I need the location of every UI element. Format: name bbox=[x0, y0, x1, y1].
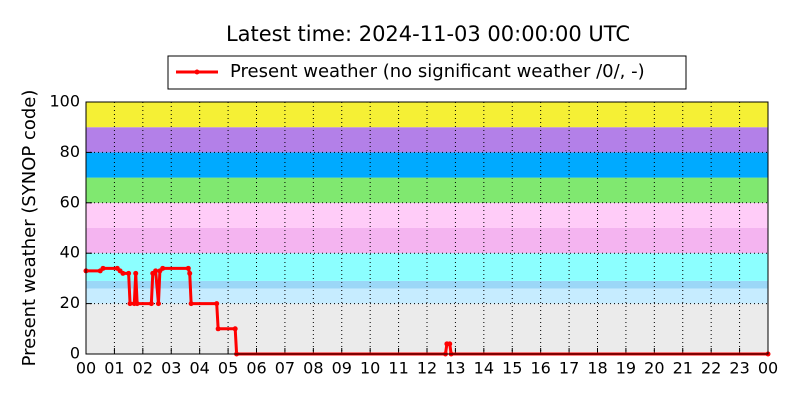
x-tick-label: 15 bbox=[502, 359, 522, 378]
x-tick-label: 13 bbox=[445, 359, 465, 378]
data-point bbox=[127, 301, 133, 307]
x-tick-label: 10 bbox=[360, 359, 380, 378]
x-tick-label: 14 bbox=[474, 359, 494, 378]
band bbox=[86, 228, 768, 254]
band bbox=[86, 303, 768, 354]
x-tick-label: 00 bbox=[758, 359, 778, 378]
data-point bbox=[214, 301, 220, 307]
x-tick-label: 09 bbox=[332, 359, 352, 378]
data-point bbox=[188, 301, 194, 307]
data-point bbox=[148, 301, 154, 307]
data-point bbox=[126, 270, 132, 276]
x-tick-label: 08 bbox=[303, 359, 323, 378]
x-tick-label: 02 bbox=[133, 359, 153, 378]
band bbox=[86, 280, 768, 289]
x-tick-label: 06 bbox=[246, 359, 266, 378]
data-point bbox=[153, 268, 159, 274]
x-tick-label: 16 bbox=[530, 359, 550, 378]
x-tick-label: 00 bbox=[76, 359, 96, 378]
y-tick-label: 60 bbox=[60, 192, 80, 211]
data-point bbox=[160, 265, 166, 271]
band bbox=[86, 253, 768, 281]
x-tick-label: 07 bbox=[275, 359, 295, 378]
x-tick-label: 20 bbox=[644, 359, 664, 378]
y-tick-label: 80 bbox=[60, 142, 80, 161]
y-tick-label: 100 bbox=[49, 92, 80, 111]
chart-title: Latest time: 2024-11-03 00:00:00 UTC bbox=[226, 22, 630, 46]
y-axis-label: Present weather (SYNOP code) bbox=[19, 90, 40, 367]
x-tick-label: 17 bbox=[559, 359, 579, 378]
y-tick-label: 40 bbox=[60, 243, 80, 262]
data-point bbox=[133, 270, 139, 276]
x-tick-label: 23 bbox=[729, 359, 749, 378]
legend-label: Present weather (no significant weather … bbox=[230, 61, 645, 82]
data-point bbox=[185, 265, 191, 271]
x-tick-label: 12 bbox=[417, 359, 437, 378]
y-tick-label: 20 bbox=[60, 293, 80, 312]
band bbox=[86, 288, 768, 304]
legend-marker bbox=[194, 69, 200, 75]
y-tick-label: 0 bbox=[70, 344, 80, 363]
data-point bbox=[134, 301, 140, 307]
x-tick-label: 21 bbox=[673, 359, 693, 378]
x-tick-label: 03 bbox=[161, 359, 181, 378]
plot-frame bbox=[85, 101, 769, 355]
band bbox=[86, 127, 768, 153]
x-tick-label: 05 bbox=[218, 359, 238, 378]
data-point bbox=[187, 270, 193, 276]
data-point bbox=[120, 270, 126, 276]
data-point bbox=[447, 341, 453, 347]
x-tick-label: 19 bbox=[616, 359, 636, 378]
legend-box bbox=[167, 55, 687, 90]
data-point bbox=[155, 301, 161, 307]
data-point bbox=[100, 265, 106, 271]
x-tick-label: 22 bbox=[701, 359, 721, 378]
data-point bbox=[215, 326, 221, 332]
x-tick-label: 01 bbox=[104, 359, 124, 378]
x-tick-label: 04 bbox=[189, 359, 209, 378]
x-tick-label: 18 bbox=[587, 359, 607, 378]
band bbox=[86, 152, 768, 178]
data-point bbox=[232, 326, 238, 332]
x-tick-label: 11 bbox=[388, 359, 408, 378]
